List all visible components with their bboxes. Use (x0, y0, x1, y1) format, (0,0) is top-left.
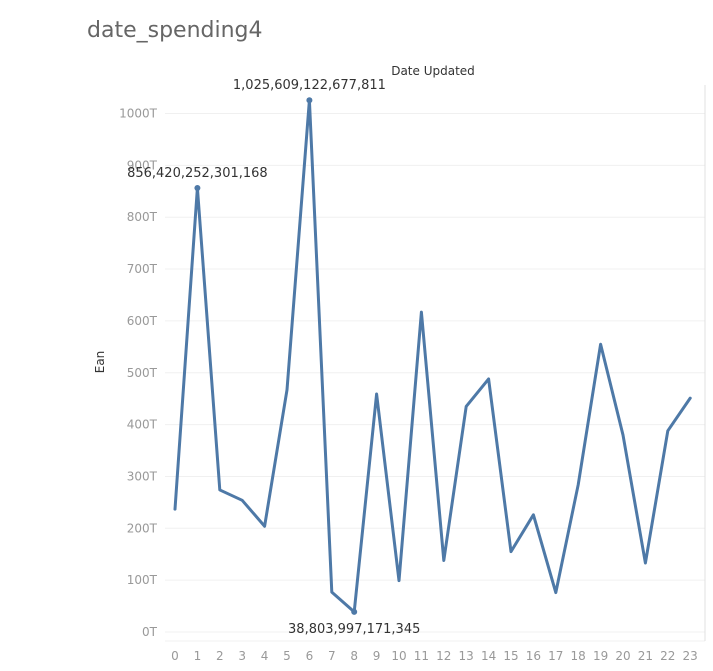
x-tick-label: 7 (328, 649, 336, 663)
x-tick-label: 2 (216, 649, 224, 663)
x-tick-label: 12 (436, 649, 451, 663)
x-tick-label: 17 (548, 649, 563, 663)
x-tick-label: 10 (391, 649, 406, 663)
x-tick-label: 18 (571, 649, 586, 663)
y-tick-label: 800T (127, 210, 158, 224)
x-tick-label: 3 (238, 649, 246, 663)
series-group (173, 98, 692, 614)
y-tick-label: 400T (127, 418, 158, 432)
x-tick-label: 19 (593, 649, 608, 663)
x-tick-label: 0 (171, 649, 179, 663)
x-axis-label: Date Updated (391, 64, 475, 78)
x-tick-label: 21 (638, 649, 653, 663)
x-tick-label: 15 (503, 649, 518, 663)
data-point-marker (194, 184, 201, 191)
data-labels: 856,420,252,301,168 1,025,609,122,677,811… (127, 78, 420, 637)
y-tick-label: 200T (127, 521, 158, 535)
data-point-marker (306, 97, 313, 104)
y-tick-label: 100T (127, 573, 158, 587)
y-axis-ticks: 0T 100T 200T 300T 400T 500T 600T 700T 800T 900T 10… (119, 107, 158, 640)
x-tick-label: 23 (683, 649, 698, 663)
y-tick-label: 600T (127, 314, 158, 328)
x-tick-label: 4 (261, 649, 269, 663)
x-tick-label: 6 (306, 649, 314, 663)
chart-title: date_spending4 (87, 18, 263, 43)
y-tick-label: 300T (127, 469, 158, 483)
x-tick-label: 22 (660, 649, 675, 663)
data-label: 856,420,252,301,168 (127, 166, 268, 181)
x-tick-label: 11 (414, 649, 429, 663)
gridlines (165, 85, 706, 642)
data-point-marker (351, 608, 358, 615)
y-axis-label: Ean (93, 351, 107, 374)
data-label: 38,803,997,171,345 (288, 622, 420, 637)
y-tick-label: 0T (142, 625, 158, 639)
x-tick-label: 8 (350, 649, 358, 663)
y-tick-label: 500T (127, 366, 158, 380)
data-label: 1,025,609,122,677,811 (233, 78, 386, 93)
y-tick-label: 900T (127, 158, 158, 172)
x-tick-label: 9 (373, 649, 381, 663)
y-tick-label: 1000T (119, 107, 158, 121)
x-axis-ticks: 0 1 2 3 4 5 6 7 8 9 10 11 12 13 14 15 16 17 18 19 20 21 22 23 (171, 649, 698, 663)
x-tick-label: 14 (481, 649, 496, 663)
x-tick-label: 16 (526, 649, 541, 663)
x-tick-label: 5 (283, 649, 291, 663)
series-line (173, 98, 692, 614)
x-tick-label: 20 (615, 649, 630, 663)
x-tick-label: 13 (459, 649, 474, 663)
x-tick-label: 1 (194, 649, 202, 663)
y-tick-label: 700T (127, 262, 158, 276)
